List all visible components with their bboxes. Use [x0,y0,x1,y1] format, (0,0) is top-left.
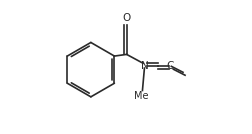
Text: O: O [122,13,131,23]
Text: Me: Me [134,90,149,100]
Text: N: N [141,61,149,71]
Text: C: C [166,61,173,71]
